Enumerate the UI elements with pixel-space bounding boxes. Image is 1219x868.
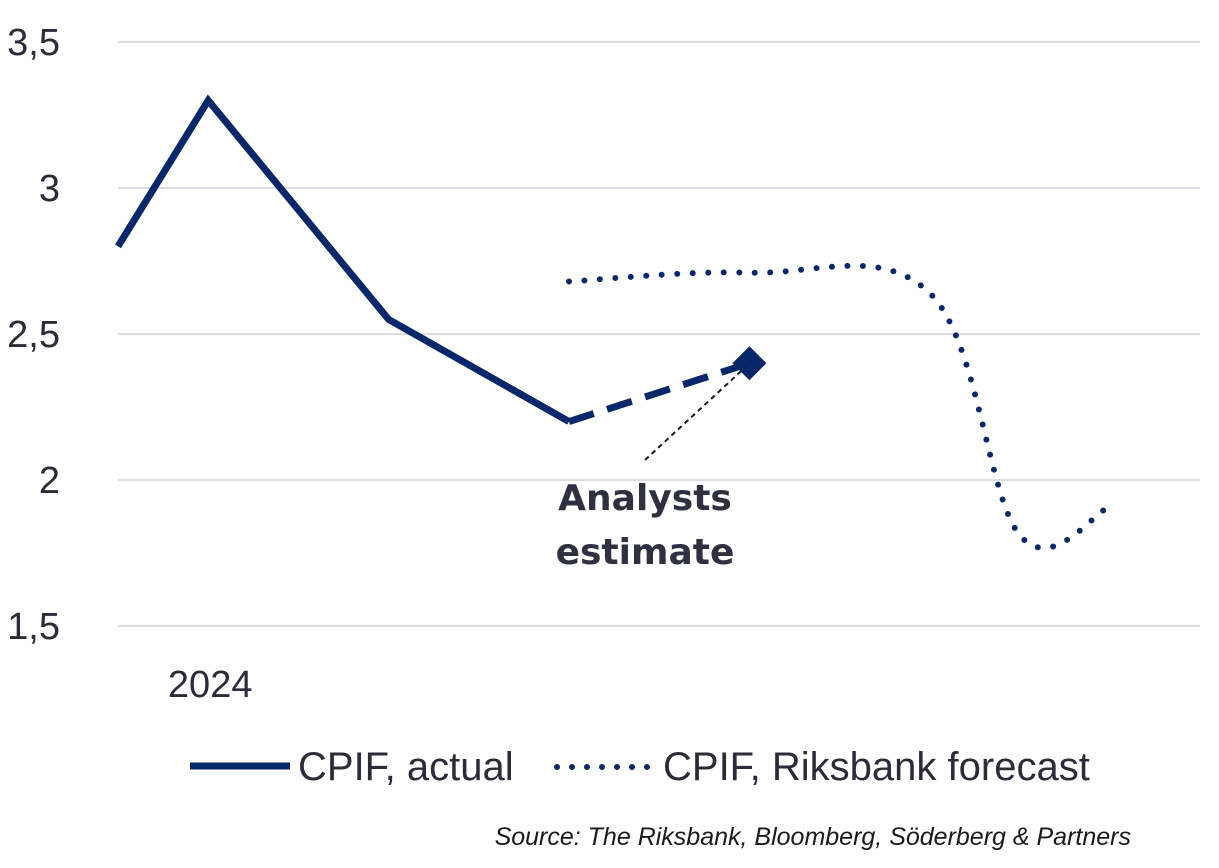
y-tick-label-2: 2 [39, 460, 60, 502]
annotation-text-line-1: Analysts [558, 478, 732, 519]
legend-item-actual: CPIF, actual [190, 745, 514, 789]
annotation-pointer-line [644, 366, 747, 461]
legend-item-forecast: CPIF, Riksbank forecast [554, 745, 1090, 789]
series-line-dashed-1 [567, 359, 751, 425]
legend-label-forecast: CPIF, Riksbank forecast [663, 745, 1090, 789]
analysts-estimate-diamond-marker [732, 346, 767, 381]
series-line-solid-0 [115, 94, 571, 425]
legend: CPIF, actual CPIF, Riksbank forecast [190, 745, 1090, 789]
y-tick-label-2-5: 2,5 [7, 314, 60, 356]
series-lines [115, 94, 1114, 551]
gridlines [118, 41, 1200, 627]
legend-label-actual: CPIF, actual [298, 745, 514, 789]
x-axis-tick-labels: 2024 [168, 664, 253, 706]
y-axis-tick-labels: 1,5 2 2,5 3 3,5 [7, 22, 60, 648]
series-line-dotted-2 [566, 262, 1114, 551]
analysts-estimate-annotation: Analysts estimate [556, 366, 747, 573]
y-tick-label-3-5: 3,5 [7, 22, 60, 64]
y-tick-label-3: 3 [39, 168, 60, 210]
y-tick-label-1-5: 1,5 [7, 606, 60, 648]
source-note: Source: The Riksbank, Bloomberg, Söderbe… [495, 823, 1131, 851]
x-tick-label-2024: 2024 [168, 664, 253, 706]
annotation-text-line-2: estimate [556, 532, 735, 573]
